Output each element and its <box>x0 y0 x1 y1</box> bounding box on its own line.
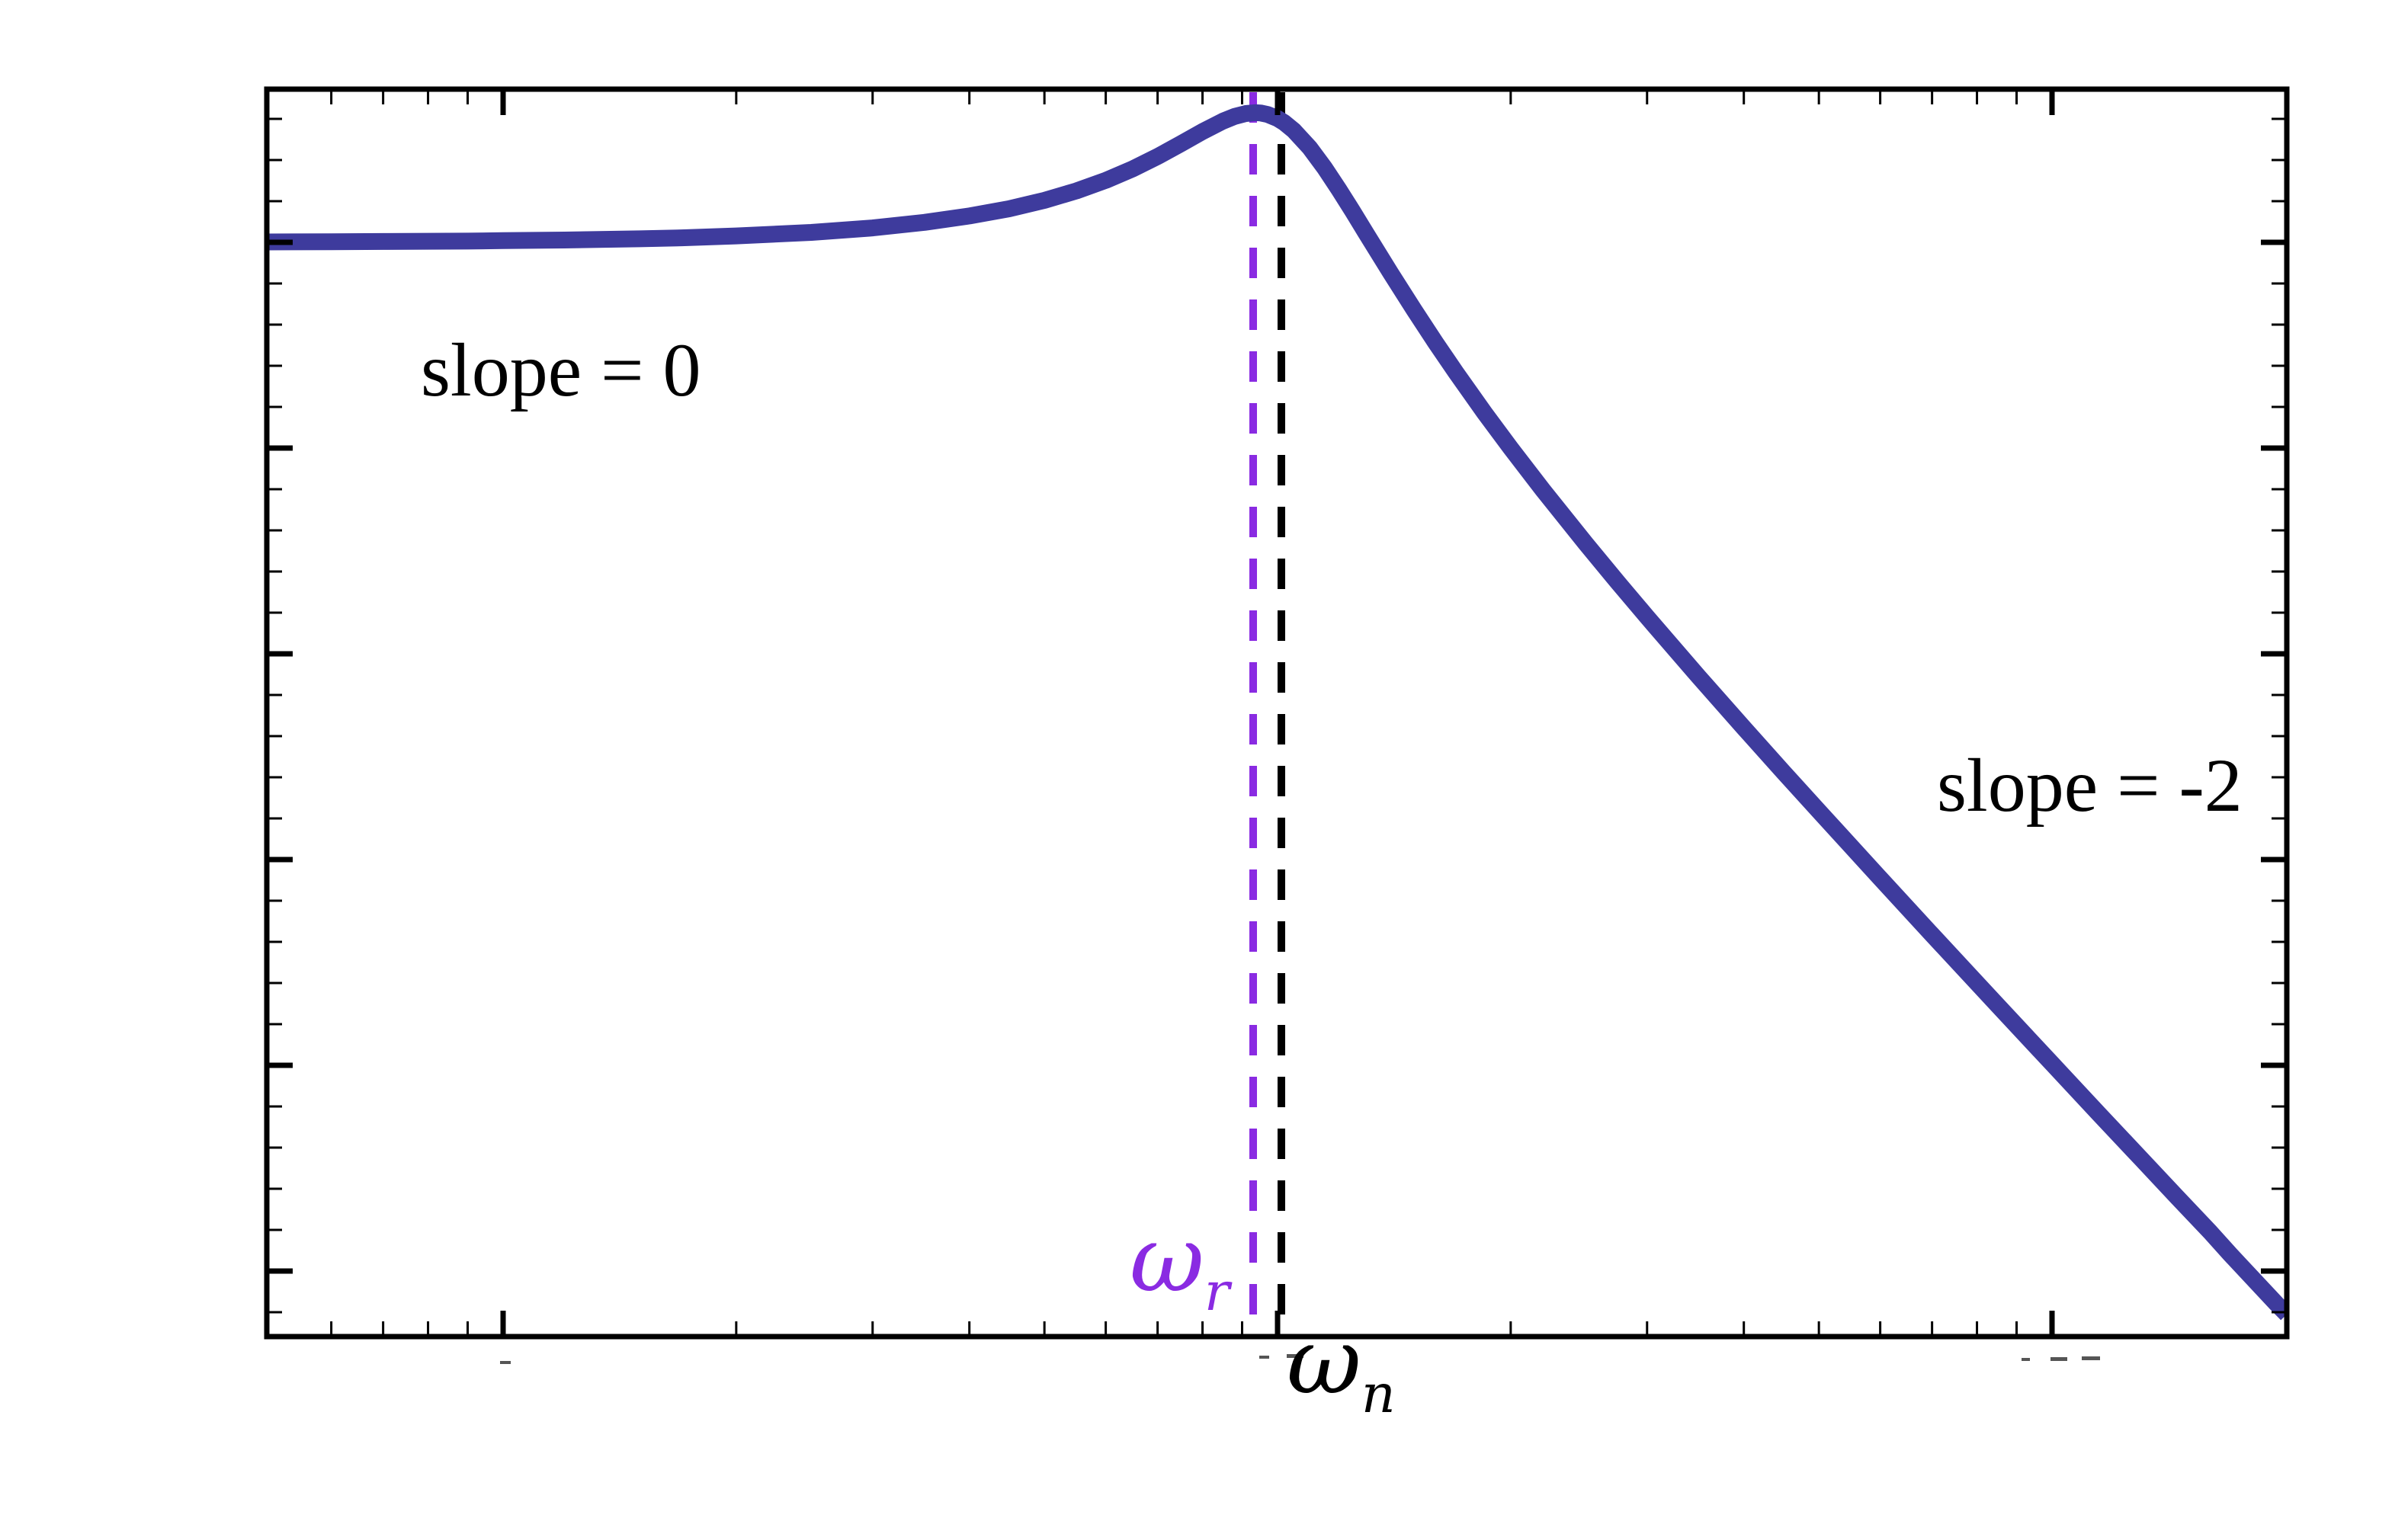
omega-n-symbol: ω <box>1287 1309 1361 1415</box>
omega-n-subscript: n <box>1361 1363 1396 1425</box>
erased-tick-label-remnant <box>1259 1356 1269 1359</box>
erased-tick-label-remnant <box>2022 1358 2030 1361</box>
erased-tick-label-remnant <box>2082 1356 2100 1360</box>
omega-r-symbol: ω <box>1130 1207 1204 1313</box>
plot-frame <box>264 86 2290 1340</box>
erased-tick-label-remnant <box>1287 1354 1303 1358</box>
omega-r-label: ωr <box>1130 1215 1230 1319</box>
omega-r-subscript: r <box>1204 1261 1230 1323</box>
erased-tick-label-remnant <box>2050 1357 2067 1361</box>
slope-minus-two-label: slope = -2 <box>1937 743 2243 828</box>
slope-zero-label: slope = 0 <box>421 328 701 412</box>
magnitude-curve <box>267 104 2287 1321</box>
omega-n-label: ωn <box>1287 1317 1396 1421</box>
erased-tick-label-remnant <box>500 1361 511 1364</box>
